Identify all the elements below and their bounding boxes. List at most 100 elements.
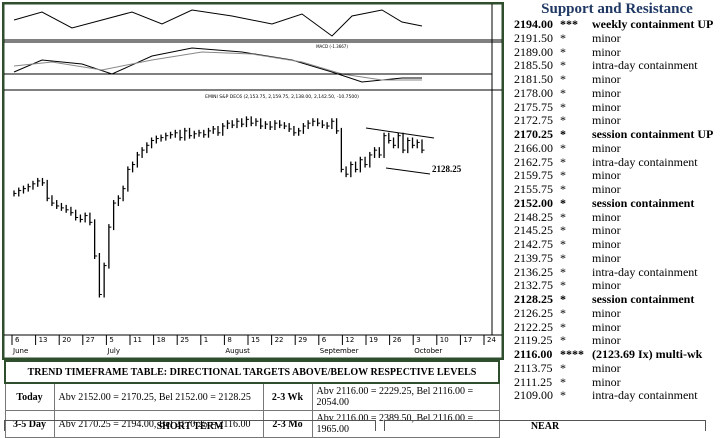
level-row: 2189.00 * minor [514,45,720,60]
level-price: 2170.25 [514,127,553,141]
level-label: minor [592,319,621,334]
level-row: 2170.25 * session containment UP [514,127,720,142]
level-label: minor [592,113,621,128]
level-price: 2136.25 [514,264,553,279]
level-stars: **** [560,347,584,361]
x-tick-label: 13 [39,336,48,344]
x-tick-label: 22 [275,336,284,344]
level-stars: *** [560,17,578,31]
x-tick-label: 8 [227,336,231,344]
channel-line [365,127,435,139]
x-tick-label: 11 [133,336,142,344]
level-stars: * [560,85,566,100]
table-cell: 2-3 Wk [262,382,313,411]
level-row: 2122.25 * minor [514,319,720,335]
level-label: minor [592,182,621,196]
level-label: minor [592,278,621,293]
level-label: (2123.69 Ix) multi-wk [592,347,703,361]
level-price: 2145.25 [514,223,553,238]
indicator-label: MACD (-1.3667) [316,44,348,49]
level-price: 2148.25 [514,209,553,224]
level-label: minor [592,72,621,86]
level-label: minor [592,250,621,265]
level-stars: * [560,319,566,334]
level-row: 2175.75 * minor [514,99,720,115]
x-tick-label: 12 [345,336,354,344]
level-row: 2111.25 * minor [514,374,720,390]
level-price: 2126.25 [514,305,553,320]
x-tick-label: 1 [204,336,208,344]
x-tick-label: 3 [416,336,420,344]
level-label: minor [592,30,621,45]
level-row: 2148.25 * minor [514,209,720,225]
level-stars: * [560,72,566,86]
chart: MACD (-1.3667) EMINI S&P DEC6 (2,153.75,… [2,2,504,360]
level-stars: * [560,30,566,45]
level-label: minor [592,99,621,114]
month-label: September [320,347,359,355]
level-row: 2194.00 *** weekly containment UP [514,17,720,32]
x-tick-label: 26 [393,336,402,344]
level-stars: * [560,209,566,224]
table-title: TREND TIMEFRAME TABLE: DIRECTIONAL TARGE… [4,360,500,384]
level-stars: * [560,250,566,265]
level-label: minor [592,360,621,375]
level-price: 2181.50 [514,72,553,86]
level-stars: * [560,113,566,128]
level-row: 2159.75 * minor [514,168,720,183]
level-stars: * [560,388,566,403]
level-stars: * [560,374,566,389]
level-label: session containment [592,292,695,306]
level-row: 2132.75 * minor [514,278,720,293]
footer-header: NEAR [384,420,706,432]
x-tick-label: 6 [322,336,327,344]
level-row: 2136.25 * intra-day containment [514,264,720,280]
level-stars: * [560,168,566,183]
level-stars: * [560,292,566,306]
level-price: 2185.50 [514,58,553,73]
level-row: 2116.00 **** (2123.69 Ix) multi-wk [514,347,720,362]
level-price: 2139.75 [514,250,553,265]
level-row: 2185.50 * intra-day containment [514,58,720,73]
x-tick-label: 25 [180,336,189,344]
chart-frame [2,2,504,360]
month-label: July [106,347,120,355]
x-tick-label: 19 [369,336,378,344]
table-cell: Abv 2152.00 = 2170.25, Bel 2152.00 = 212… [53,382,264,411]
level-price: 2128.25 [514,292,553,306]
x-tick-label: 20 [62,336,71,344]
level-stars: * [560,237,566,251]
level-label: session containment UP [592,127,714,141]
levels-title: Support and Resistance [541,1,693,17]
level-row: 2109.00 * intra-day containment [514,388,720,403]
level-row: 2172.75 * minor [514,113,720,128]
level-stars: * [560,195,566,210]
x-tick-label: 6 [15,336,20,344]
level-stars: * [560,99,566,114]
level-price: 2178.00 [514,85,553,100]
level-stars: * [560,264,566,279]
level-stars: * [560,278,566,293]
level-stars: * [560,305,566,320]
level-label: intra-day containment [592,388,698,403]
level-price: 2162.75 [514,154,553,169]
levels-panel: Support and Resistance 2194.00 *** weekly c… [514,0,720,403]
level-row: 2126.25 * minor [514,305,720,321]
level-price: 2122.25 [514,319,553,334]
level-label: minor [592,237,621,251]
level-label: session containment [592,195,695,210]
x-tick-label: 5 [109,336,113,344]
level-row: 2113.75 * minor [514,360,720,376]
level-price: 2132.75 [514,278,553,293]
level-label: minor [592,140,621,155]
x-tick-label: 10 [440,336,449,344]
level-price: 2166.00 [514,140,553,155]
month-label: August [225,347,250,355]
level-label: intra-day containment [592,154,698,169]
level-price: 2172.75 [514,113,553,128]
level-stars: * [560,182,566,196]
level-row: 2152.00 * session containment [514,195,720,211]
level-row: 2142.75 * minor [514,237,720,252]
level-row: 2162.75 * intra-day containment [514,154,720,170]
